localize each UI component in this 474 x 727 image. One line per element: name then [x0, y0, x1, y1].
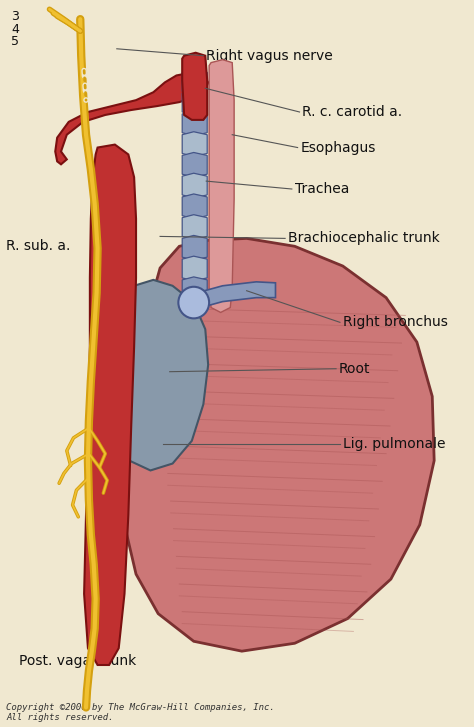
Text: Root: Root: [339, 362, 371, 376]
Text: Copyright ©2006 by The McGraw-Hill Companies, Inc.
All rights reserved.: Copyright ©2006 by The McGraw-Hill Compa…: [6, 702, 275, 722]
Text: R. sub. a.: R. sub. a.: [6, 239, 71, 253]
Polygon shape: [55, 73, 208, 164]
Text: Right bronchus: Right bronchus: [343, 316, 447, 329]
Polygon shape: [182, 153, 207, 177]
Polygon shape: [182, 53, 207, 120]
Text: 4: 4: [11, 23, 19, 36]
Polygon shape: [182, 173, 207, 198]
Text: Brachiocephalic trunk: Brachiocephalic trunk: [288, 231, 440, 246]
Text: Trachea: Trachea: [295, 182, 349, 196]
Circle shape: [178, 286, 209, 318]
Text: Lig. pulmonale: Lig. pulmonale: [343, 437, 445, 451]
Polygon shape: [84, 145, 136, 665]
Text: Post. vagal trunk: Post. vagal trunk: [18, 654, 136, 668]
Polygon shape: [182, 194, 207, 219]
Polygon shape: [194, 282, 275, 310]
Polygon shape: [182, 256, 207, 281]
Polygon shape: [209, 60, 234, 313]
Text: Esophagus: Esophagus: [301, 140, 376, 155]
Text: 5: 5: [11, 36, 19, 49]
Polygon shape: [112, 280, 208, 470]
Polygon shape: [122, 238, 434, 651]
Text: Right vagus nerve: Right vagus nerve: [206, 49, 333, 63]
Polygon shape: [182, 70, 207, 95]
Polygon shape: [182, 236, 207, 260]
Polygon shape: [182, 277, 207, 302]
Polygon shape: [182, 90, 207, 115]
Text: R. c. carotid a.: R. c. carotid a.: [302, 105, 402, 119]
Text: 3: 3: [11, 9, 19, 23]
Polygon shape: [182, 132, 207, 156]
Polygon shape: [182, 214, 207, 239]
Polygon shape: [182, 111, 207, 136]
